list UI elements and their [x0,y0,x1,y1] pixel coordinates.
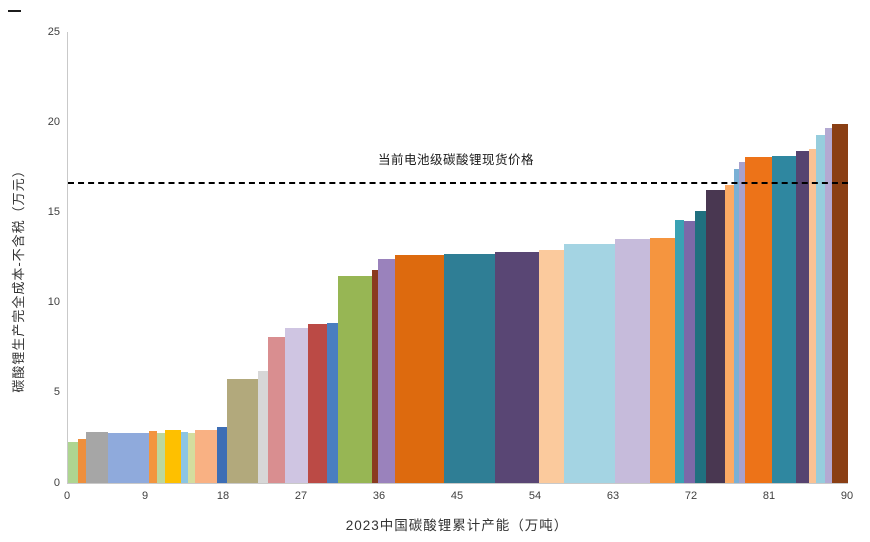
cost-bar [68,441,79,483]
cost-bar [495,252,540,483]
cost-bar [796,151,809,483]
cost-bar [157,433,166,483]
cost-bar [327,323,338,483]
x-tick-label: 0 [63,490,71,502]
cost-bar [217,427,228,483]
x-tick-label: 18 [216,490,230,502]
x-tick-label: 63 [606,490,620,502]
x-tick-label: 72 [684,490,698,502]
x-tick-label: 36 [372,490,386,502]
cost-bar [308,324,328,483]
cost-bar [650,237,675,483]
x-axis-title: 2023中国碳酸锂累计产能（万吨） [345,518,569,533]
cost-bar [738,161,745,483]
cost-bar [268,336,285,483]
cost-bar [107,432,149,483]
cost-bar [771,156,796,483]
y-tick-label: 0 [53,476,60,489]
legend-dash-icon [8,10,21,12]
x-tick-label: 54 [528,490,542,502]
cost-bar [674,219,685,483]
cost-bar [195,429,218,483]
cost-bar [165,429,181,483]
cost-bar [86,431,108,483]
cost-bar [744,157,772,483]
cost-bar [684,221,696,483]
reference-line [68,181,848,184]
cost-bar [563,243,615,483]
cost-bar [809,149,816,483]
cost-bar [831,124,848,483]
cost-bar [614,239,651,483]
cost-bar [394,254,445,483]
plot-area: 当前电池级碳酸锂现货价格 [67,32,848,484]
cost-bar [337,276,373,483]
cost-bar [372,270,379,483]
y-tick-label: 10 [47,296,60,309]
x-tick-label: 81 [762,490,776,502]
reference-line-label: 当前电池级碳酸锂现货价格 [378,152,535,167]
y-tick-label: 20 [47,115,60,128]
x-tick-label: 45 [450,490,464,502]
cost-bar [824,127,832,483]
cost-bar [734,169,739,483]
cost-bar [188,432,196,483]
cost-bar [815,134,825,483]
cost-bar [705,189,725,483]
cost-bar [284,327,309,483]
cost-bar [695,210,706,483]
x-tick-label: 9 [141,490,149,502]
cost-bar [378,259,395,483]
y-tick-label: 5 [53,386,60,399]
cost-bar [444,253,496,483]
x-tick-label: 27 [294,490,308,502]
y-tick-label: 25 [47,25,60,38]
cost-bar [180,431,189,483]
cost-bar [78,438,87,483]
y-tick-label: 15 [47,205,60,218]
cost-bar [539,250,564,483]
y-axis-title: 碳酸锂生产完全成本-不含税（万元） [11,163,26,393]
cost-bar [148,430,158,483]
cost-bar [257,371,269,483]
cost-bar [724,185,735,483]
cost-bar [227,379,258,483]
x-tick-label: 90 [840,490,854,502]
